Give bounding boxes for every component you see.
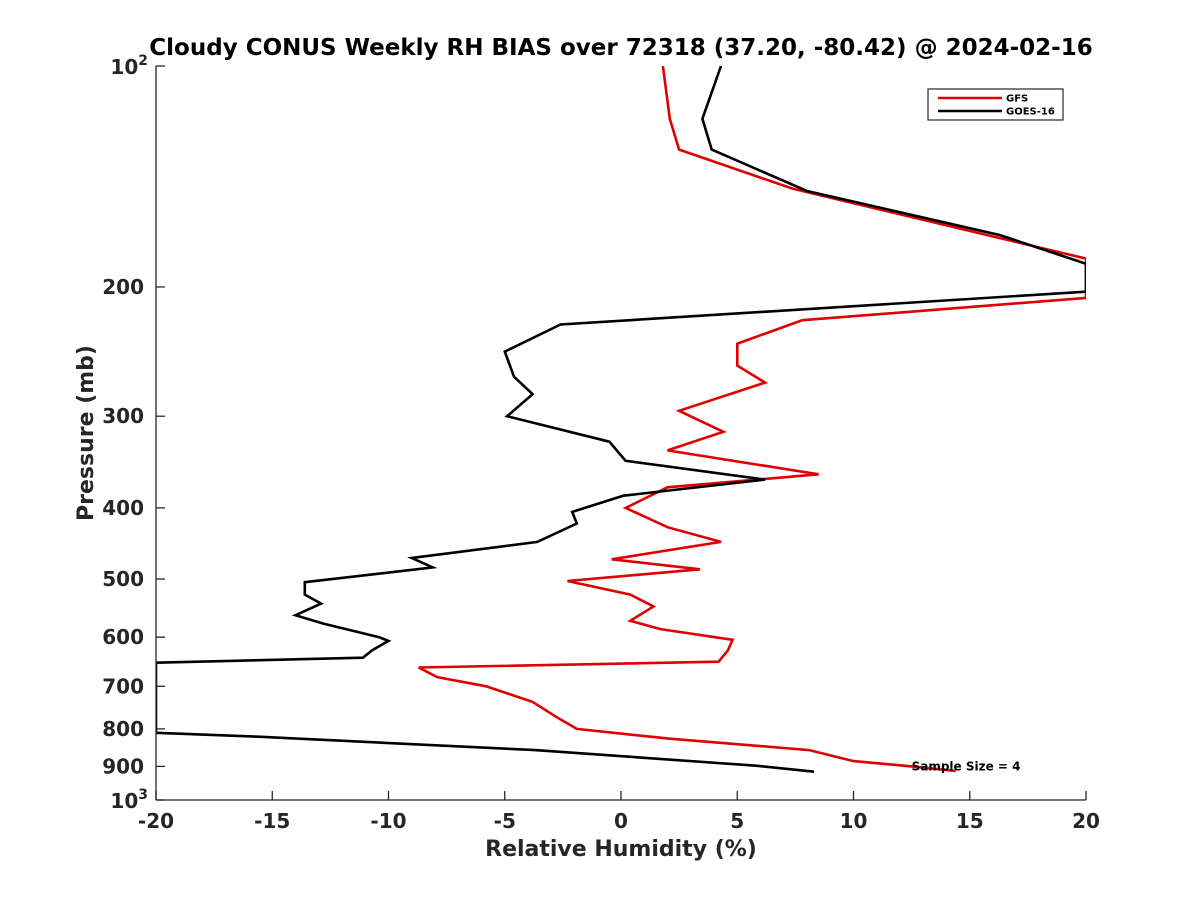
x-tick-label: 0 [614, 809, 628, 833]
x-tick-label: -5 [494, 809, 516, 833]
legend-label-goes16: GOES-16 [1006, 107, 1055, 118]
y-tick-label: 600 [102, 625, 144, 649]
y-tick-label: 700 [102, 674, 144, 698]
y-tick-label: 200 [102, 275, 144, 299]
sample-size-annotation: Sample Size = 4 [912, 759, 1021, 773]
series-line-gfs [418, 66, 1086, 773]
x-tick-label: 5 [730, 809, 744, 833]
x-axis-label: Relative Humidity (%) [485, 837, 757, 862]
y-tick-label: 900 [102, 754, 144, 778]
y-tick-exponent: 2 [138, 53, 148, 69]
x-tick-label: 20 [1072, 809, 1100, 833]
x-tick-label: -20 [138, 809, 174, 833]
legend: GFS GOES-16 [927, 88, 1064, 121]
y-tick-exponent: 3 [138, 787, 148, 803]
chart-title: Cloudy CONUS Weekly RH BIAS over 72318 (… [149, 35, 1092, 61]
x-tick-label: -15 [254, 809, 290, 833]
series-group [156, 66, 1086, 773]
y-tick-label: 800 [102, 717, 144, 741]
series-layer [156, 66, 1086, 773]
axes-layer: -20 -15 -10 -5 0 5 10 15 20102200300400500600700… [102, 53, 1100, 833]
x-tick-label: 15 [956, 809, 984, 833]
legend-box [927, 88, 1064, 121]
y-tick-label: 400 [102, 496, 144, 520]
y-tick-label: 500 [102, 567, 144, 591]
x-tick-label: 10 [840, 809, 868, 833]
y-tick-label: 300 [102, 404, 144, 428]
legend-label-gfs: GFS [1006, 94, 1028, 105]
series-line-goes16 [156, 66, 1086, 773]
x-tick-label: -10 [370, 809, 406, 833]
y-axis-label: Pressure (mb) [74, 345, 99, 521]
